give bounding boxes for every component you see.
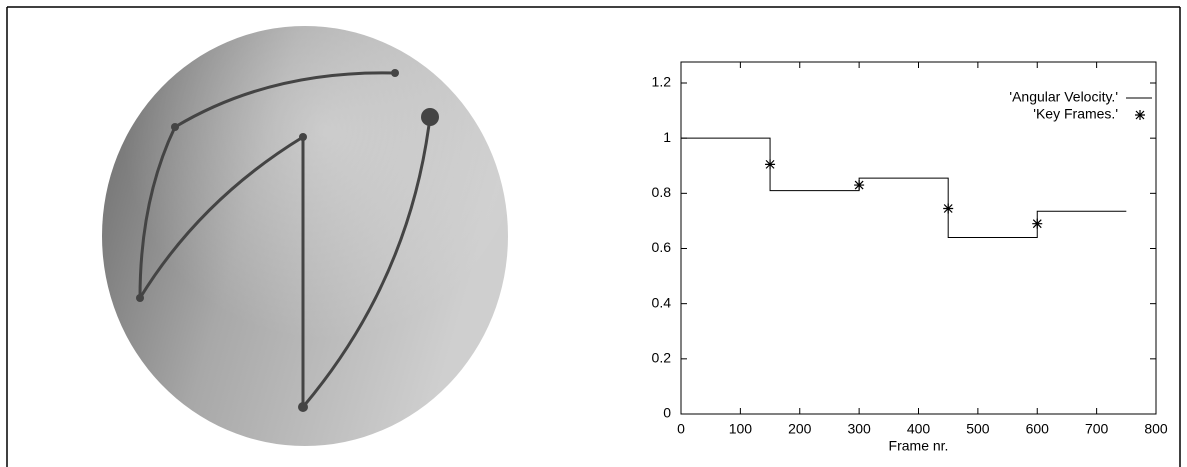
x-tick-label: 700 [1085,421,1109,437]
sphere-image [102,26,508,446]
chart: 0 0.2 0.4 0.6 0.8 1 1.2 0 100 200 300 400 500 600 700 8… [652,61,1168,454]
legend-swatch [1135,110,1145,120]
y-tick-label: 1.2 [652,74,672,90]
y-tick-label: 0.2 [652,350,672,366]
frame [6,6,1181,467]
key-frame-marker [765,159,776,170]
x-tick-label: 200 [788,421,812,437]
x-tick-label: 400 [907,421,931,437]
y-tick-label: 0 [663,405,671,421]
y-tick-label: 0.6 [652,239,672,255]
line [681,137,1127,238]
y-tick-label: 1 [663,129,671,145]
key-frame-marker [943,203,954,214]
x-tick-label: 600 [1026,421,1050,437]
x-tick-label: 300 [847,421,871,437]
x-tick-label: 500 [966,421,990,437]
key-frame-marker [854,180,865,191]
x-tick-label: 0 [677,421,685,437]
legend-label: 'Angular Velocity.' [1009,89,1118,105]
x-axis-label: Frame nr. [889,438,949,454]
x-tick-label: 800 [1144,421,1168,437]
x-tick-label: 100 [729,421,753,437]
legend-label: 'Key Frames.' [1033,106,1118,122]
y-tick-label: 0.8 [652,184,672,200]
y-tick-label: 0.4 [652,294,672,310]
key-frame-marker [1032,218,1043,229]
